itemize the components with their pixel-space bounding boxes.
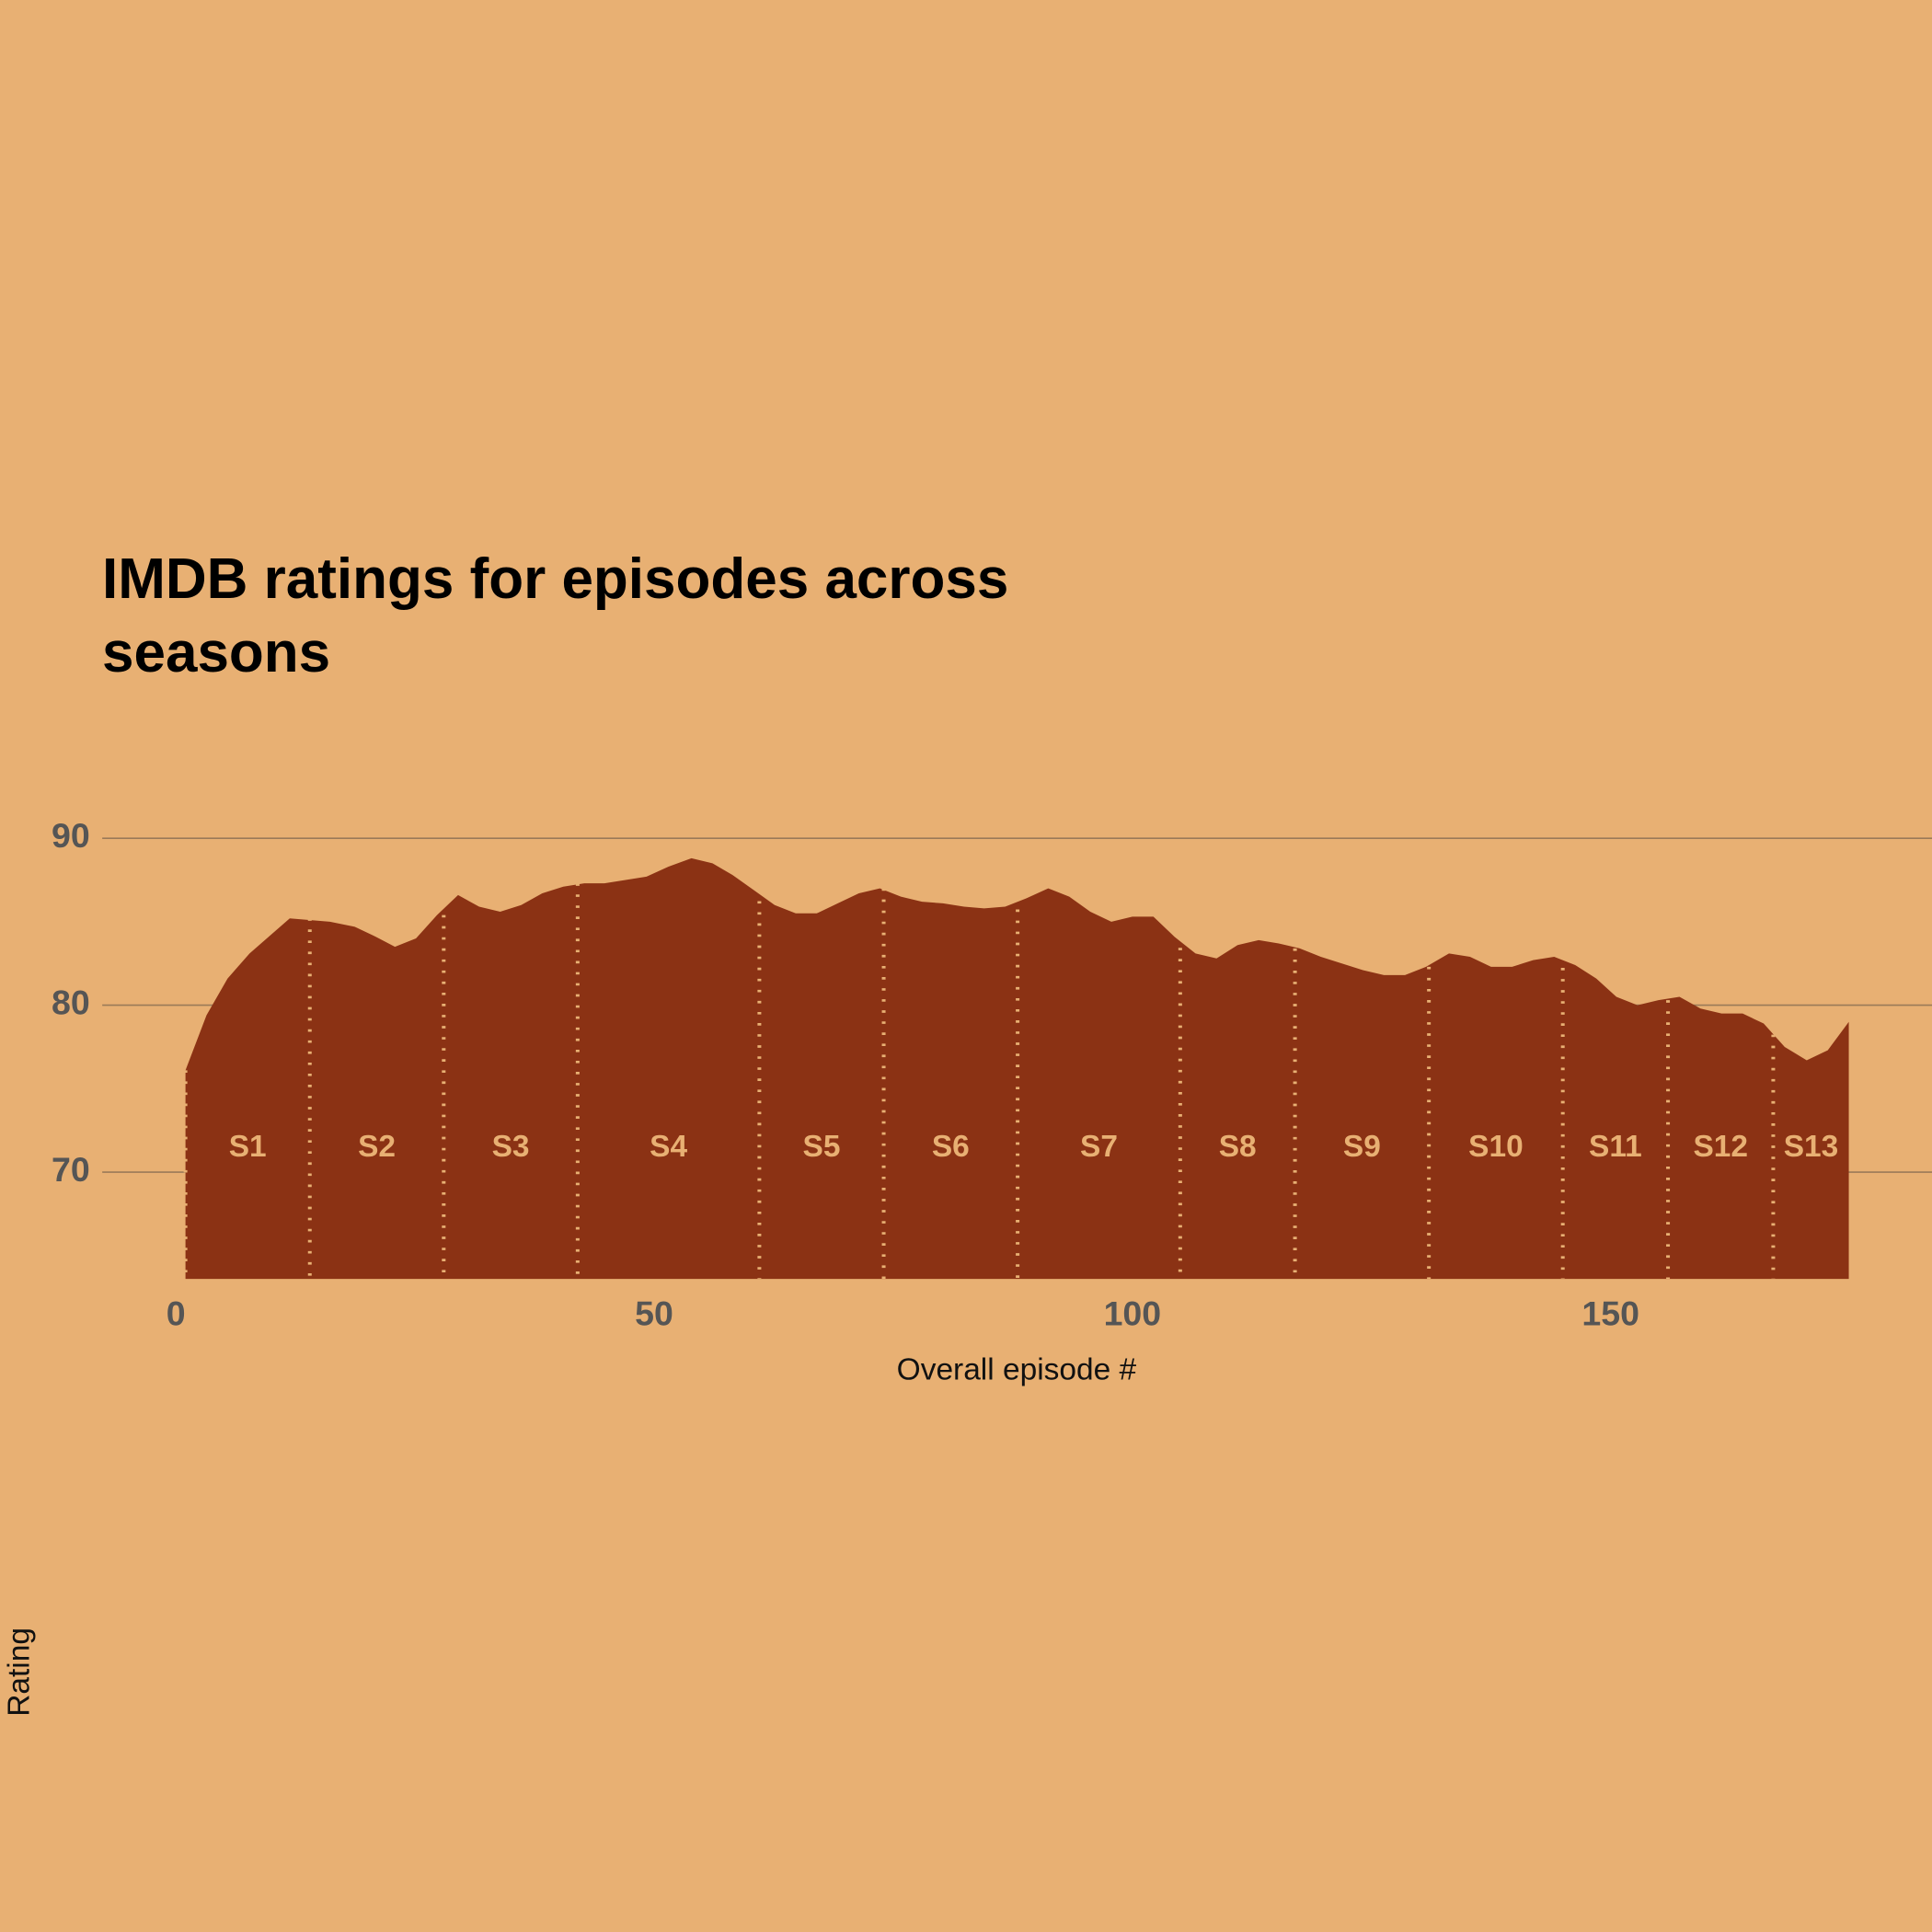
season-label: S10: [1468, 1130, 1524, 1164]
season-label: S6: [932, 1130, 970, 1164]
season-label: S8: [1219, 1130, 1257, 1164]
season-label: S5: [803, 1130, 841, 1164]
chart-title: IMDB ratings for episodes across seasons: [102, 547, 1009, 684]
y-axis-title: Rating: [3, 1627, 37, 1717]
season-label: S2: [358, 1130, 396, 1164]
y-tick-label: 70: [52, 1150, 90, 1189]
x-tick-label: 50: [635, 1294, 673, 1332]
season-label: S11: [1589, 1130, 1642, 1164]
season-label: S1: [229, 1130, 267, 1164]
x-axis-title: Overall episode #: [897, 1352, 1137, 1386]
area: [185, 857, 1849, 1280]
season-label: S9: [1343, 1130, 1381, 1164]
season-label: S3: [492, 1130, 530, 1164]
y-tick-label: 90: [52, 816, 90, 855]
x-tick-label: 100: [1104, 1294, 1162, 1332]
season-label: S12: [1693, 1130, 1748, 1164]
season-label: S7: [1080, 1130, 1118, 1164]
y-tick-label: 80: [52, 983, 90, 1022]
season-label: S4: [650, 1130, 687, 1164]
season-label: S13: [1784, 1130, 1839, 1164]
x-tick-label: 0: [167, 1294, 186, 1332]
x-tick-label: 150: [1581, 1294, 1639, 1332]
